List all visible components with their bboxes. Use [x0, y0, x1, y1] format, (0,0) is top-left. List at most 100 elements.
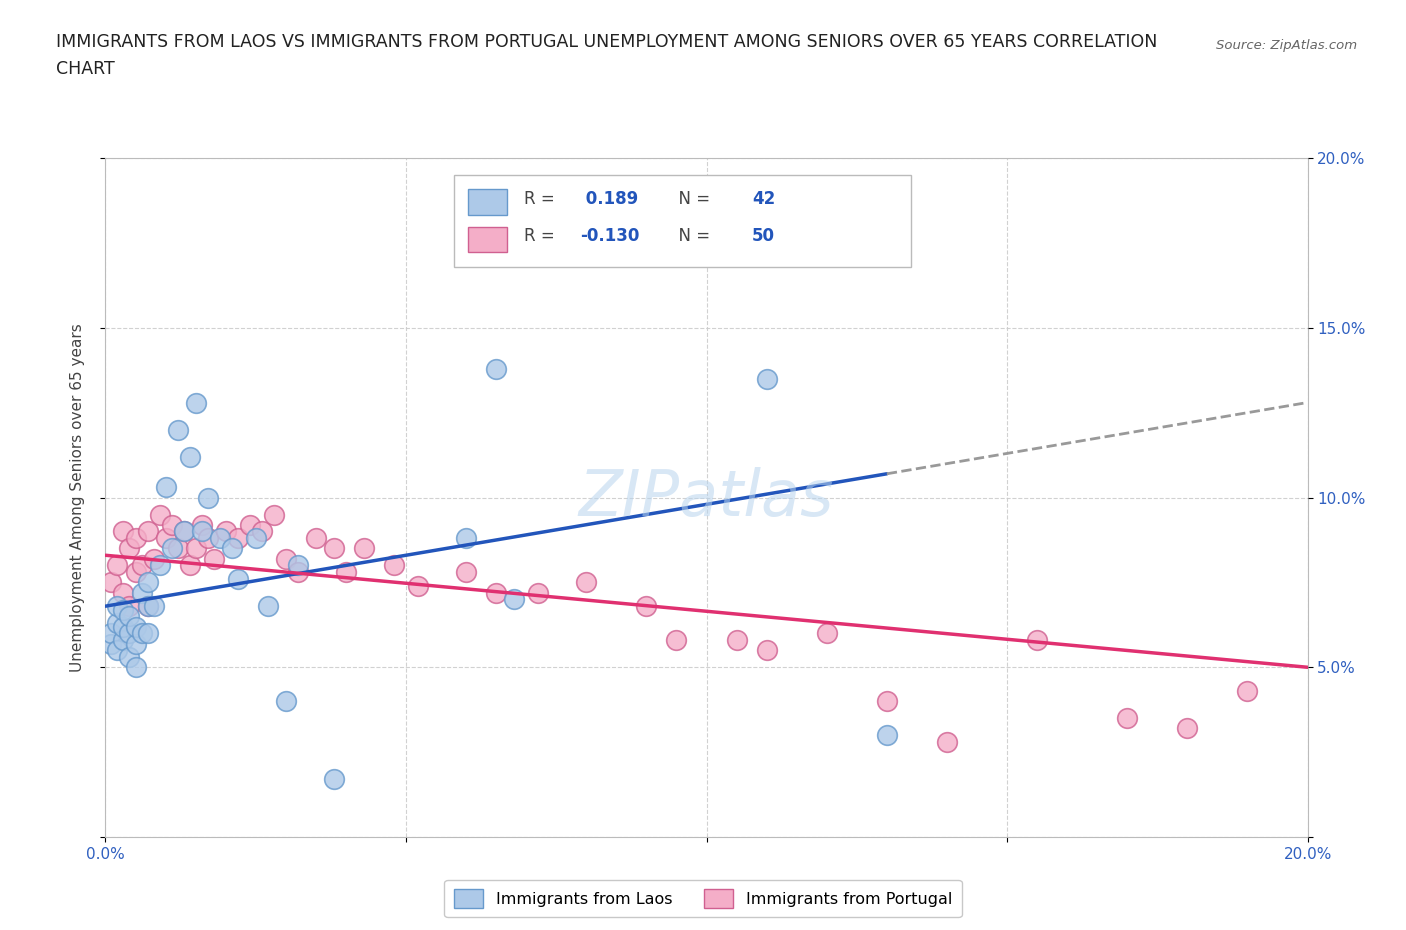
FancyBboxPatch shape: [468, 190, 508, 215]
Point: [118, 626, 141, 641]
Point: [136, 626, 159, 641]
Point: [245, 531, 267, 546]
Point: [1116, 711, 1139, 725]
Point: [155, 531, 177, 546]
Point: [197, 531, 219, 546]
Point: [197, 490, 219, 505]
Point: [155, 480, 177, 495]
Point: [214, 525, 236, 539]
Point: [124, 565, 146, 579]
Point: [107, 643, 129, 658]
Point: [160, 517, 183, 532]
Point: [936, 735, 959, 750]
Point: [112, 619, 135, 634]
Point: [124, 531, 146, 546]
Text: N =: N =: [668, 190, 716, 207]
Point: [118, 599, 141, 614]
Text: Source: ZipAtlas.com: Source: ZipAtlas.com: [1216, 39, 1357, 52]
Point: [118, 609, 141, 624]
Point: [527, 585, 550, 600]
Point: [136, 599, 159, 614]
Point: [876, 727, 898, 742]
Point: [263, 507, 285, 522]
Point: [166, 541, 188, 556]
Point: [454, 531, 477, 546]
Point: [274, 694, 297, 709]
Point: [160, 541, 183, 556]
Point: [148, 507, 170, 522]
FancyBboxPatch shape: [468, 227, 508, 252]
Point: [179, 558, 201, 573]
Point: [287, 558, 309, 573]
Point: [485, 585, 508, 600]
Point: [112, 602, 135, 617]
Point: [815, 626, 838, 641]
Point: [406, 578, 429, 593]
Text: R =: R =: [524, 227, 560, 246]
Point: [136, 575, 159, 590]
Text: R =: R =: [524, 190, 560, 207]
Point: [575, 575, 598, 590]
Point: [124, 636, 146, 651]
Point: [755, 371, 778, 386]
Text: IMMIGRANTS FROM LAOS VS IMMIGRANTS FROM PORTUGAL UNEMPLOYMENT AMONG SENIORS OVER: IMMIGRANTS FROM LAOS VS IMMIGRANTS FROM …: [56, 33, 1157, 50]
Point: [100, 636, 122, 651]
Point: [184, 541, 207, 556]
Point: [148, 558, 170, 573]
Point: [184, 395, 207, 410]
Point: [725, 632, 748, 647]
Point: [256, 599, 278, 614]
Point: [166, 422, 188, 437]
Point: [107, 558, 129, 573]
Point: [131, 626, 153, 641]
Point: [305, 531, 328, 546]
Text: -0.130: -0.130: [581, 227, 640, 246]
Point: [353, 541, 375, 556]
Legend: Immigrants from Laos, Immigrants from Portugal: Immigrants from Laos, Immigrants from Po…: [444, 880, 962, 917]
Point: [142, 551, 165, 566]
Point: [208, 531, 231, 546]
Point: [107, 616, 129, 631]
Point: [1236, 684, 1258, 698]
Point: [636, 599, 658, 614]
Point: [124, 660, 146, 675]
Point: [485, 361, 508, 376]
Point: [131, 558, 153, 573]
Point: [118, 650, 141, 665]
Y-axis label: Unemployment Among Seniors over 65 years: Unemployment Among Seniors over 65 years: [70, 324, 84, 671]
Point: [142, 599, 165, 614]
Point: [112, 585, 135, 600]
Point: [287, 565, 309, 579]
Point: [112, 632, 135, 647]
Text: 42: 42: [752, 190, 776, 207]
Text: 50: 50: [752, 227, 775, 246]
Point: [173, 525, 195, 539]
Point: [454, 565, 477, 579]
Point: [136, 525, 159, 539]
Point: [876, 694, 898, 709]
Text: CHART: CHART: [56, 60, 115, 78]
Point: [100, 575, 122, 590]
Text: 0.189: 0.189: [581, 190, 638, 207]
Point: [136, 599, 159, 614]
Point: [226, 572, 249, 587]
Point: [250, 525, 273, 539]
Point: [274, 551, 297, 566]
Point: [226, 531, 249, 546]
Point: [118, 541, 141, 556]
Point: [202, 551, 225, 566]
Text: ZIPatlas: ZIPatlas: [579, 467, 834, 528]
Point: [173, 525, 195, 539]
Point: [190, 517, 212, 532]
Point: [322, 772, 344, 787]
Point: [124, 619, 146, 634]
FancyBboxPatch shape: [454, 175, 911, 267]
Point: [107, 599, 129, 614]
Point: [322, 541, 344, 556]
Point: [190, 525, 212, 539]
Point: [131, 585, 153, 600]
Point: [1175, 721, 1198, 736]
Text: N =: N =: [668, 227, 716, 246]
Point: [221, 541, 243, 556]
Point: [100, 626, 122, 641]
